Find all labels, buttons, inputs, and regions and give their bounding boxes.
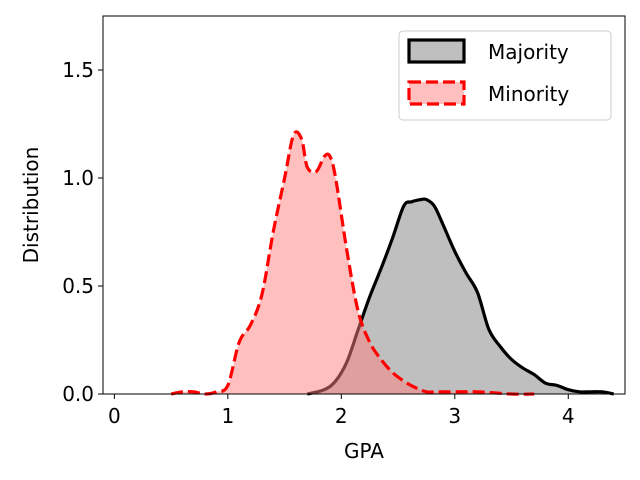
- plot-frame: [102, 15, 626, 395]
- y-tick-label: 1.5: [62, 58, 94, 82]
- ticks-layer: 0 1 2 3 4 0.0 0.5 1.0 1.5: [62, 58, 574, 428]
- x-tick-label: 4: [562, 404, 575, 428]
- x-tick-label: 2: [335, 404, 348, 428]
- minority-area: [171, 131, 535, 395]
- majority-area: [307, 199, 614, 394]
- legend-swatch-minority: [407, 80, 466, 106]
- x-tick-label: 3: [448, 404, 461, 428]
- minority-line: [170, 130, 535, 396]
- series-layer: [170, 130, 615, 396]
- y-tick-label: 0.0: [62, 382, 94, 406]
- legend-swatch-majority: [407, 38, 466, 64]
- legend-label-majority: Majority: [488, 40, 569, 64]
- x-tick-label: 0: [108, 404, 121, 428]
- x-tick-label: 1: [221, 404, 234, 428]
- majority-line: [306, 197, 615, 396]
- y-axis-label: Distribution: [19, 147, 43, 264]
- y-tick-label: 1.0: [62, 166, 94, 190]
- legend-label-minority: Minority: [488, 82, 569, 106]
- legend: Majority Minority: [398, 30, 612, 121]
- y-tick-label: 0.5: [62, 274, 94, 298]
- x-axis-label: GPA: [344, 439, 384, 463]
